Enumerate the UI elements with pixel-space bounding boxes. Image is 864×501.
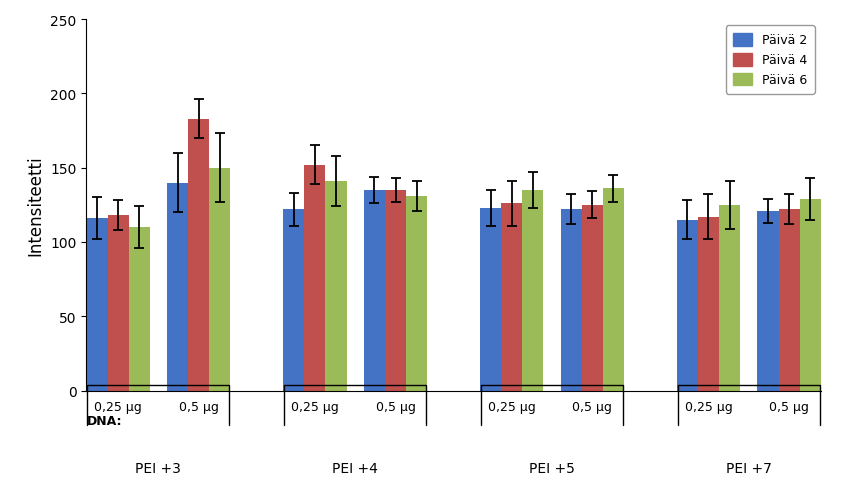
Bar — [406, 196, 427, 391]
Bar — [304, 165, 326, 391]
Bar — [677, 220, 698, 391]
Bar — [758, 211, 778, 391]
Text: PEI +4: PEI +4 — [333, 461, 378, 475]
Bar — [698, 217, 719, 391]
Bar — [283, 210, 304, 391]
Text: PEI +7: PEI +7 — [726, 461, 772, 475]
Bar — [603, 189, 624, 391]
Bar — [385, 190, 406, 391]
Bar — [501, 204, 522, 391]
Bar — [800, 199, 821, 391]
Y-axis label: Intensiteetti: Intensiteetti — [27, 155, 45, 256]
Bar — [129, 227, 149, 391]
Bar — [778, 210, 800, 391]
Bar — [522, 190, 543, 391]
Bar — [326, 182, 346, 391]
Bar — [209, 168, 231, 391]
Bar — [86, 219, 107, 391]
Bar — [719, 205, 740, 391]
Text: PEI +5: PEI +5 — [529, 461, 575, 475]
Bar — [364, 190, 385, 391]
Text: DNA:: DNA: — [86, 414, 122, 427]
Bar — [561, 210, 581, 391]
Bar — [188, 119, 209, 391]
Bar — [581, 205, 603, 391]
Bar — [107, 216, 129, 391]
Bar — [167, 183, 188, 391]
Legend: Päivä 2, Päivä 4, Päivä 6: Päivä 2, Päivä 4, Päivä 6 — [726, 26, 815, 95]
Text: PEI +3: PEI +3 — [136, 461, 181, 475]
Bar — [480, 208, 501, 391]
